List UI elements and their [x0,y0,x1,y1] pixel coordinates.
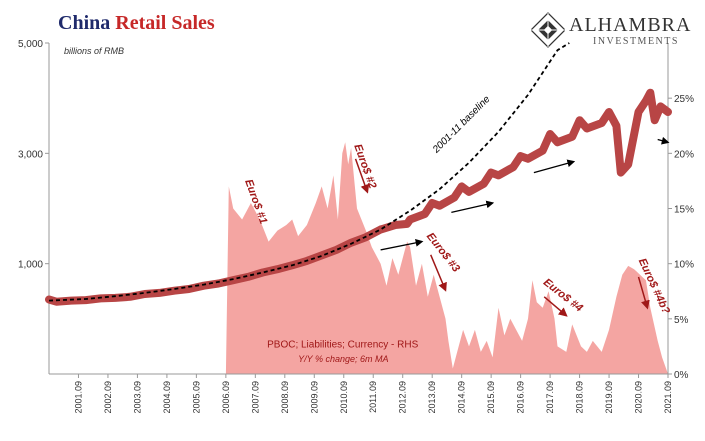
black-arrow [380,239,424,251]
euro-annotation: Euro$ #2 [351,143,378,191]
x-tick-label: 2012.09 [398,381,408,414]
logo-subtitle: INVESTMENTS [593,36,679,47]
left-tick-label: 5,000 [18,39,43,50]
right-tick-label: 5% [674,315,689,326]
series-pboc-currency-area [225,142,668,374]
pboc-series-label: Y/Y % change; 6m MA [298,354,388,364]
x-tick-label: 2018.09 [575,381,585,414]
x-tick-label: 2016.09 [516,381,526,414]
logo-diamond-icon [531,12,565,48]
baseline-label: 2001-11 baseline [430,94,493,157]
left-axis-units: billions of RMB [64,46,125,56]
x-tick-label: 2006.09 [221,381,231,414]
euro-annotation: Euro$ #3 [424,231,462,275]
alhambra-logo: ALHAMBRA INVESTMENTS [531,10,701,50]
x-tick-label: 2010.09 [339,381,349,414]
right-tick-label: 15% [674,205,694,216]
right-tick-label: 0% [674,370,689,381]
x-tick-label: 2002.09 [103,381,113,414]
x-tick-label: 2020.09 [634,381,644,414]
x-tick-label: 2004.09 [162,381,172,414]
left-tick-label: 3,000 [18,149,43,160]
pboc-series-label: PBOC; Liabilities; Currency - RHS [267,340,418,351]
x-tick-label: 2009.09 [309,381,319,414]
black-arrow [451,200,495,213]
lines-layer [45,42,672,306]
series-retail-sales-line [45,88,672,306]
black-arrow [657,136,670,145]
x-tick-label: 2017.09 [545,381,555,414]
x-tick-label: 2001.09 [74,381,84,414]
title-part2: Retail Sales [115,12,215,34]
red-arrow [430,254,447,292]
ticks-layer: 1,000 3,000 5,000 0% 5% 10% 15% 20% 25% 2001.09 20… [18,39,694,414]
arrows-layer [354,136,670,317]
right-tick-label: 20% [674,149,694,160]
x-tick-label: 2007.09 [250,381,260,414]
x-tick-label: 2015.09 [486,381,496,414]
pboc-area-layer [225,142,668,374]
left-tick-label: 1,000 [18,260,43,271]
title-part1: China [58,12,111,34]
x-tick-label: 2021.09 [663,381,673,414]
right-tick-label: 10% [674,260,694,271]
x-tick-label: 2014.09 [457,381,467,414]
black-arrow [533,159,576,174]
x-tick-label: 2005.09 [191,381,201,414]
red-arrow [354,158,370,194]
chart-title: China Retail Sales [58,12,215,35]
x-tick-label: 2003.09 [132,381,142,414]
red-arrow [543,296,568,317]
right-tick-label: 25% [674,94,694,105]
x-tick-label: 2008.09 [280,381,290,414]
logo-name: ALHAMBRA [569,14,692,36]
red-arrow [637,276,650,310]
x-tick-label: 2011.09 [368,381,378,413]
x-tick-label: 2013.09 [427,381,437,414]
x-tick-label: 2019.09 [604,381,614,414]
